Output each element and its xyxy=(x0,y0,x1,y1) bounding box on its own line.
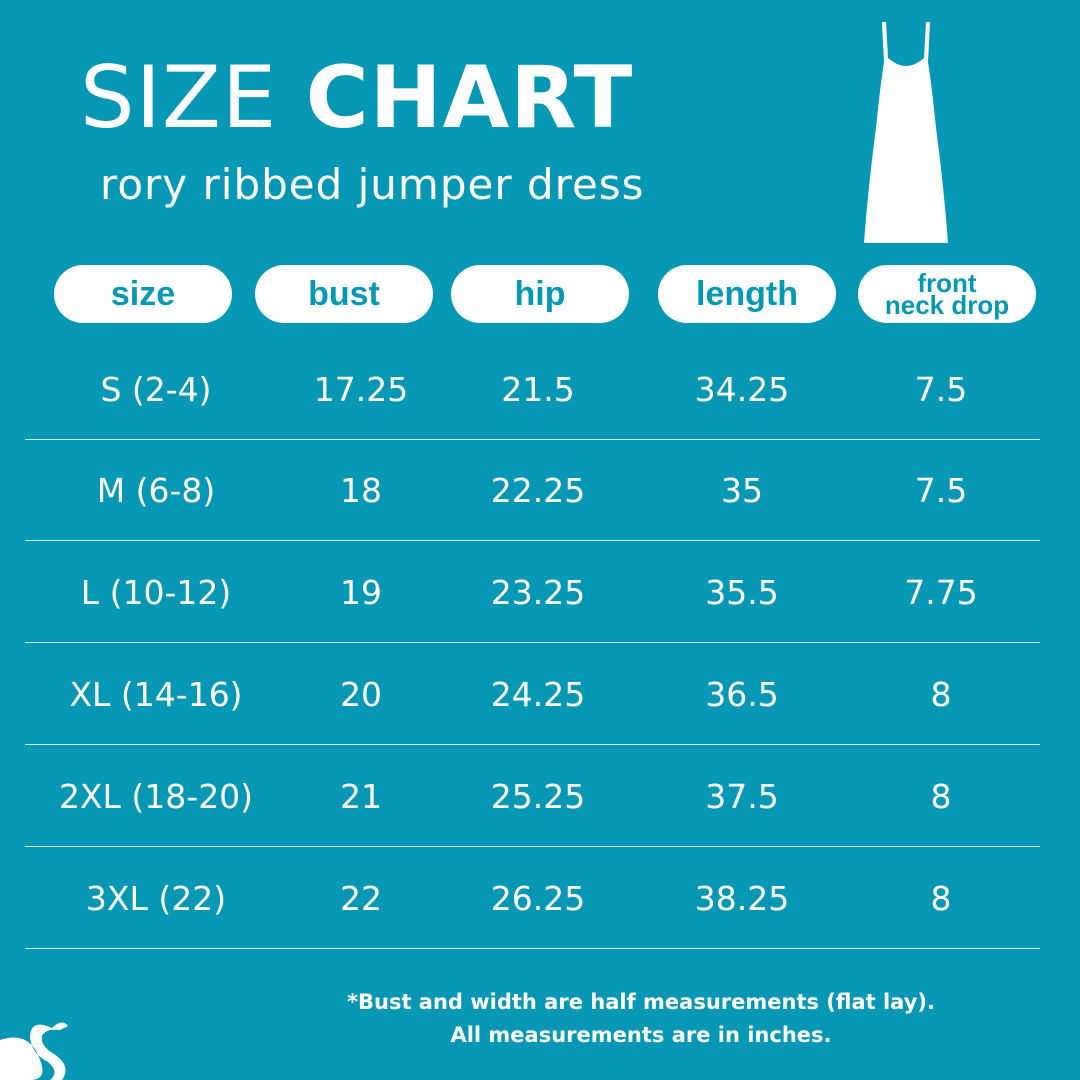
measure-cell: 38.25 xyxy=(694,879,790,918)
measure-cell: 20 xyxy=(340,675,382,714)
footnote: *Bust and width are half measurements (f… xyxy=(347,990,935,1014)
measure-cell: 26.25 xyxy=(490,879,586,918)
measure-cell: 7.75 xyxy=(904,573,978,612)
size-cell: XL (14-16) xyxy=(69,675,243,714)
header-pill: length xyxy=(658,265,836,323)
header-pill: bust xyxy=(255,265,433,323)
title-bold: CHART xyxy=(305,48,634,148)
measure-cell: 22 xyxy=(340,879,382,918)
row-divider xyxy=(25,744,1040,745)
measure-cell: 23.25 xyxy=(490,573,586,612)
measure-cell: 22.25 xyxy=(490,471,586,510)
measure-cell: 17.25 xyxy=(313,370,409,409)
measure-cell: 7.5 xyxy=(914,370,968,409)
measure-cell: 8 xyxy=(930,675,952,714)
measure-cell: 37.5 xyxy=(705,777,779,816)
measure-cell: 18 xyxy=(340,471,382,510)
header-pill: front neck drop xyxy=(858,265,1036,323)
measure-cell: 35 xyxy=(721,471,763,510)
measure-cell: 35.5 xyxy=(705,573,779,612)
header-text: neck drop xyxy=(884,290,1010,320)
measure-cell: 21 xyxy=(340,777,382,816)
measure-cell: 36.5 xyxy=(705,675,779,714)
subtitle: rory ribbed jumper dress xyxy=(100,160,645,209)
measure-cell: 21.5 xyxy=(501,370,575,409)
measure-cell: 7.5 xyxy=(914,471,968,510)
measure-cell: 34.25 xyxy=(694,370,790,409)
header-pill: hip xyxy=(451,265,629,323)
header-text: front xyxy=(917,268,977,298)
measure-cell: 19 xyxy=(340,573,382,612)
row-divider xyxy=(25,540,1040,541)
footnote: All measurements are in inches. xyxy=(450,1023,832,1047)
row-divider xyxy=(25,846,1040,847)
row-divider xyxy=(25,439,1040,440)
measure-cell: 8 xyxy=(930,777,952,816)
size-cell: M (6-8) xyxy=(96,471,216,510)
row-divider xyxy=(25,948,1040,949)
measure-cell: 24.25 xyxy=(490,675,586,714)
title-light: SIZE xyxy=(80,48,278,148)
measure-cell: 8 xyxy=(930,879,952,918)
dress-icon xyxy=(864,22,948,243)
size-cell: S (2-4) xyxy=(100,370,212,409)
header-pill: size xyxy=(54,265,232,323)
size-cell: 2XL (18-20) xyxy=(58,777,254,816)
size-cell: 3XL (22) xyxy=(85,879,227,918)
measure-cell: 25.25 xyxy=(490,777,586,816)
row-divider xyxy=(25,642,1040,643)
swan-logo xyxy=(0,1022,68,1080)
size-cell: L (10-12) xyxy=(80,573,232,612)
title: SIZE CHART xyxy=(80,48,840,148)
